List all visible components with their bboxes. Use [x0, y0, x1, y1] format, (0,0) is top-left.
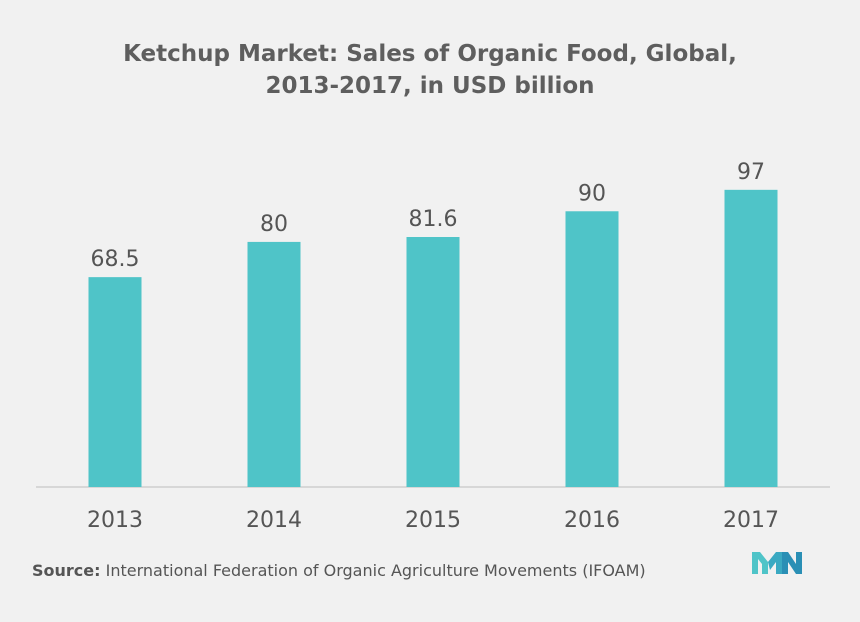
- source-text: International Federation of Organic Agri…: [105, 561, 646, 580]
- chart-title-line-1: Ketchup Market: Sales of Organic Food, G…: [123, 41, 737, 67]
- bar-2014: [247, 241, 301, 487]
- bar-2017: [724, 189, 778, 487]
- bar-2015: [406, 237, 460, 487]
- data-label-2013: 68.5: [91, 247, 140, 272]
- data-label-2015: 81.6: [409, 207, 458, 232]
- source-note: Source: International Federation of Orga…: [32, 561, 646, 580]
- data-label-2014: 80: [260, 212, 288, 237]
- data-label-2016: 90: [578, 181, 606, 206]
- x-tick-label-2014: 2014: [246, 508, 302, 533]
- source-label: Source:: [32, 561, 101, 580]
- x-tick-label-2017: 2017: [723, 508, 779, 533]
- x-tick-label-2016: 2016: [564, 508, 620, 533]
- mordor-intelligence-logo-icon: [752, 552, 802, 574]
- bar-2013: [88, 277, 142, 487]
- chart-title-line-2: 2013-2017, in USD billion: [265, 73, 595, 99]
- chart-title: Ketchup Market: Sales of Organic Food, G…: [0, 38, 860, 102]
- x-tick-label-2015: 2015: [405, 508, 461, 533]
- x-tick-label-2013: 2013: [87, 508, 143, 533]
- data-label-2017: 97: [737, 160, 765, 185]
- bar-2016: [565, 211, 619, 488]
